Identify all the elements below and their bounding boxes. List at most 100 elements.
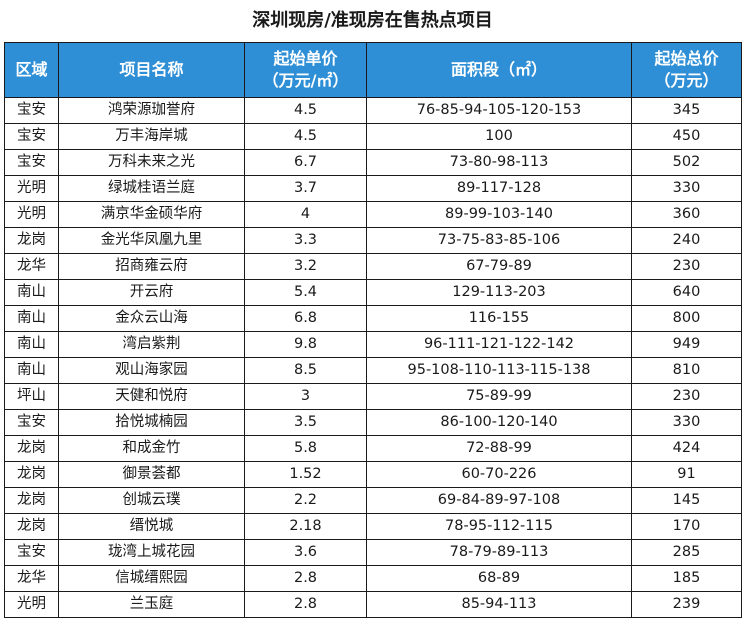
cell-area-range: 86-100-120-140	[366, 409, 632, 436]
cell-start-total-price: 360	[631, 201, 742, 228]
cell-area-range: 85-94-113	[366, 591, 632, 618]
table-row: 宝安 万科未来之光 6.7 73-80-98-113 502	[4, 149, 742, 176]
cell-region: 龙岗	[4, 487, 59, 514]
cell-region: 坪山	[4, 383, 59, 410]
cell-project-name: 拾悦城楠园	[58, 409, 245, 436]
cell-region: 南山	[4, 279, 59, 306]
cell-project-name: 万科未来之光	[58, 149, 245, 176]
cell-start-total-price: 640	[631, 279, 742, 306]
cell-area-range: 100	[366, 123, 632, 150]
table-row: 龙华 信城缙熙园 2.8 68-89 185	[4, 565, 742, 592]
cell-start-unit-price: 5.4	[244, 279, 367, 306]
cell-project-name: 兰玉庭	[58, 591, 245, 618]
cell-start-total-price: 185	[631, 565, 742, 592]
cell-area-range: 69-84-89-97-108	[366, 487, 632, 514]
cell-area-range: 129-113-203	[366, 279, 632, 306]
page-title: 深圳现房/准现房在售热点项目	[252, 10, 493, 31]
cell-start-unit-price: 4	[244, 201, 367, 228]
table-row: 宝安 拾悦城楠园 3.5 86-100-120-140 330	[4, 409, 742, 436]
cell-project-name: 御景荟都	[58, 461, 245, 488]
cell-area-range: 78-95-112-115	[366, 513, 632, 540]
cell-project-name: 湾启紫荆	[58, 331, 245, 358]
cell-area-range: 78-79-89-113	[366, 539, 632, 566]
table-row: 龙岗 缙悦城 2.18 78-95-112-115 170	[4, 513, 742, 540]
cell-project-name: 满京华金硕华府	[58, 201, 245, 228]
cell-region: 龙岗	[4, 227, 59, 254]
cell-area-range: 68-89	[366, 565, 632, 592]
cell-project-name: 金众云山海	[58, 305, 245, 332]
cell-start-unit-price: 3	[244, 383, 367, 410]
table-row: 光明 绿城桂语兰庭 3.7 89-117-128 330	[4, 175, 742, 202]
table-header-row: 区域 项目名称 起始单价 （万元/㎡） 面积段（㎡） 起始总价 （万元）	[4, 42, 742, 98]
cell-project-name: 和成金竹	[58, 435, 245, 462]
cell-project-name: 万丰海岸城	[58, 123, 245, 150]
cell-start-unit-price: 9.8	[244, 331, 367, 358]
cell-start-unit-price: 2.2	[244, 487, 367, 514]
table-row: 南山 开云府 5.4 129-113-203 640	[4, 279, 742, 306]
cell-area-range: 89-99-103-140	[366, 201, 632, 228]
header-unit: （万元）	[654, 71, 719, 90]
cell-area-range: 60-70-226	[366, 461, 632, 488]
projects-table: 区域 项目名称 起始单价 （万元/㎡） 面积段（㎡） 起始总价 （万元） 宝安鸿…	[4, 42, 742, 618]
table-row: 龙岗 金光华凤凰九里 3.3 73-75-83-85-106 240	[4, 227, 742, 254]
cell-region: 光明	[4, 591, 59, 618]
cell-region: 龙岗	[4, 461, 59, 488]
cell-region: 宝安	[4, 539, 59, 566]
table-row: 南山 观山海家园 8.5 95-108-110-113-115-138 810	[4, 357, 742, 384]
cell-project-name: 创城云璞	[58, 487, 245, 514]
cell-start-total-price: 949	[631, 331, 742, 358]
column-header-area-range: 面积段（㎡）	[366, 42, 632, 98]
cell-start-total-price: 330	[631, 175, 742, 202]
column-header-start-total-price: 起始总价 （万元）	[631, 42, 742, 98]
column-header-region: 区域	[4, 42, 59, 98]
cell-region: 龙岗	[4, 513, 59, 540]
cell-region: 南山	[4, 305, 59, 332]
cell-project-name: 金光华凤凰九里	[58, 227, 245, 254]
table-row: 南山 金众云山海 6.8 116-155 800	[4, 305, 742, 332]
cell-start-total-price: 330	[631, 409, 742, 436]
cell-project-name: 信城缙熙园	[58, 565, 245, 592]
cell-project-name: 绿城桂语兰庭	[58, 175, 245, 202]
table-row: 龙岗 御景荟都 1.52 60-70-226 91	[4, 461, 742, 488]
cell-project-name: 招商雍云府	[58, 253, 245, 280]
table-row: 宝安 万丰海岸城 4.5 100 450	[4, 123, 742, 150]
cell-project-name: 鸿荣源珈誉府	[58, 97, 245, 124]
cell-area-range: 116-155	[366, 305, 632, 332]
cell-start-unit-price: 6.7	[244, 149, 367, 176]
cell-region: 南山	[4, 331, 59, 358]
cell-start-total-price: 145	[631, 487, 742, 514]
table-row: 光明 满京华金硕华府 4 89-99-103-140 360	[4, 201, 742, 228]
cell-start-unit-price: 4.5	[244, 97, 367, 124]
table-row: 南山 湾启紫荆 9.8 96-111-121-122-142 949	[4, 331, 742, 358]
table-row: 龙岗 和成金竹 5.8 72-88-99 424	[4, 435, 742, 462]
table-body: 宝安 鸿荣源珈誉府 4.5 76-85-94-105-120-153 345 宝安 万丰海岸…	[4, 97, 742, 618]
cell-region: 宝安	[4, 149, 59, 176]
cell-start-unit-price: 4.5	[244, 123, 367, 150]
table-row: 龙华 招商雍云府 3.2 67-79-89 230	[4, 253, 742, 280]
cell-project-name: 珑湾上城花园	[58, 539, 245, 566]
cell-region: 龙华	[4, 253, 59, 280]
cell-start-total-price: 230	[631, 383, 742, 410]
cell-region: 宝安	[4, 409, 59, 436]
cell-start-total-price: 285	[631, 539, 742, 566]
cell-start-unit-price: 2.8	[244, 591, 367, 618]
header-label: 项目名称	[119, 60, 184, 79]
cell-project-name: 开云府	[58, 279, 245, 306]
table-row: 宝安 珑湾上城花园 3.6 78-79-89-113 285	[4, 539, 742, 566]
cell-region: 光明	[4, 175, 59, 202]
table-row: 宝安 鸿荣源珈誉府 4.5 76-85-94-105-120-153 345	[4, 97, 742, 124]
cell-start-unit-price: 8.5	[244, 357, 367, 384]
cell-start-unit-price: 3.2	[244, 253, 367, 280]
cell-start-unit-price: 2.18	[244, 513, 367, 540]
cell-start-unit-price: 1.52	[244, 461, 367, 488]
cell-start-total-price: 450	[631, 123, 742, 150]
table-row: 龙岗 创城云璞 2.2 69-84-89-97-108 145	[4, 487, 742, 514]
cell-project-name: 天健和悦府	[58, 383, 245, 410]
cell-start-total-price: 424	[631, 435, 742, 462]
cell-region: 南山	[4, 357, 59, 384]
cell-area-range: 73-75-83-85-106	[366, 227, 632, 254]
cell-area-range: 72-88-99	[366, 435, 632, 462]
cell-start-unit-price: 6.8	[244, 305, 367, 332]
cell-project-name: 缙悦城	[58, 513, 245, 540]
cell-start-total-price: 170	[631, 513, 742, 540]
